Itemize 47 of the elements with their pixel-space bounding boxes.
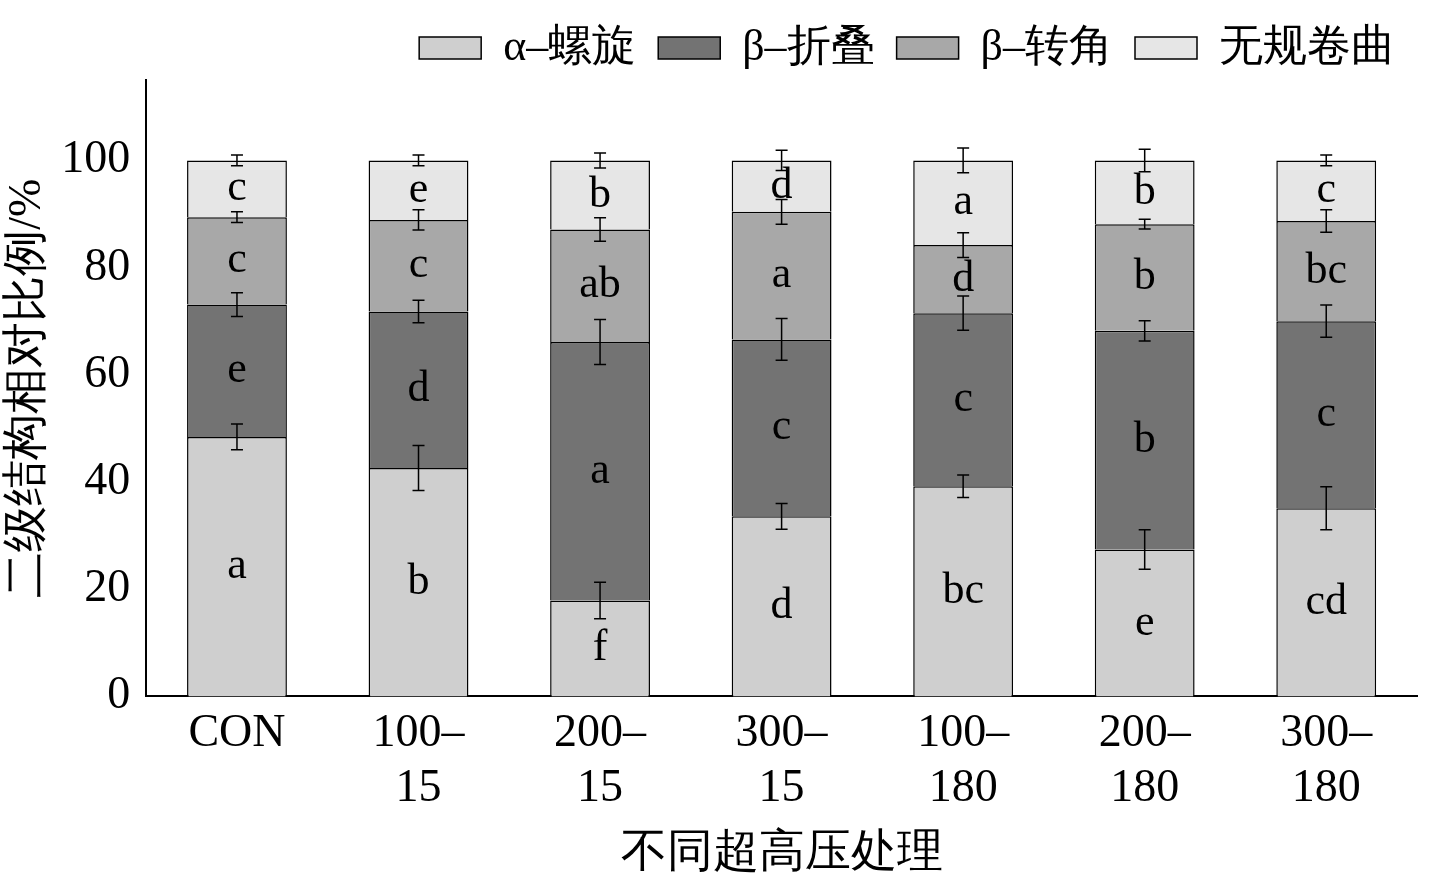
x-tick-label: 100–180 [917, 705, 1011, 812]
x-tick-label: 100–15 [372, 705, 466, 812]
data-label: c [408, 238, 429, 288]
y-tick-label: 40 [84, 453, 131, 505]
data-label: d [952, 251, 975, 301]
data-label: c [1316, 163, 1336, 213]
data-label: a [771, 248, 792, 298]
data-label: b [1133, 250, 1156, 300]
x-axis-title: 不同超高压处理 [620, 825, 943, 877]
data-label: b [1133, 412, 1156, 462]
legend-label: β–折叠 [742, 20, 875, 70]
data-label: a [953, 175, 973, 225]
data-label: d [407, 362, 430, 412]
data-label: a [590, 443, 610, 493]
data-label: c [227, 161, 247, 211]
y-tick-label: 20 [84, 560, 131, 612]
data-label: c [771, 400, 792, 450]
data-label: c [1316, 387, 1336, 437]
data-label: c [227, 233, 247, 283]
x-tick-label: 300–180 [1280, 705, 1374, 812]
data-label: b [589, 167, 612, 217]
y-tick-label: 0 [107, 667, 131, 719]
data-label: bc [1305, 243, 1347, 293]
data-label: c [953, 372, 973, 422]
x-tick-label: 300–15 [735, 705, 829, 812]
data-label: ab [579, 258, 621, 308]
x-tick-label: 200–15 [554, 705, 648, 812]
data-label: d [770, 578, 793, 628]
data-label: e [227, 343, 247, 393]
data-label: bc [942, 563, 984, 613]
y-axis-title: 二级结构相对比例/% [0, 178, 50, 598]
x-tick-label: CON [188, 705, 286, 757]
data-label: b [1133, 164, 1156, 214]
x-tick-label: 200–180 [1098, 705, 1192, 812]
data-label: d [770, 158, 793, 208]
legend-label: α–螺旋 [503, 20, 637, 70]
y-tick-label: 60 [84, 345, 131, 397]
data-label: a [227, 539, 247, 589]
legend-label: β–转角 [980, 20, 1113, 70]
data-label: cd [1305, 574, 1347, 624]
data-label: b [407, 554, 430, 604]
y-tick-label: 80 [84, 238, 131, 290]
y-tick-label: 100 [61, 131, 131, 183]
data-label: f [592, 620, 608, 670]
legend-label: 无规卷曲 [1219, 20, 1395, 70]
data-label: e [1134, 595, 1155, 645]
data-label: e [408, 162, 429, 212]
